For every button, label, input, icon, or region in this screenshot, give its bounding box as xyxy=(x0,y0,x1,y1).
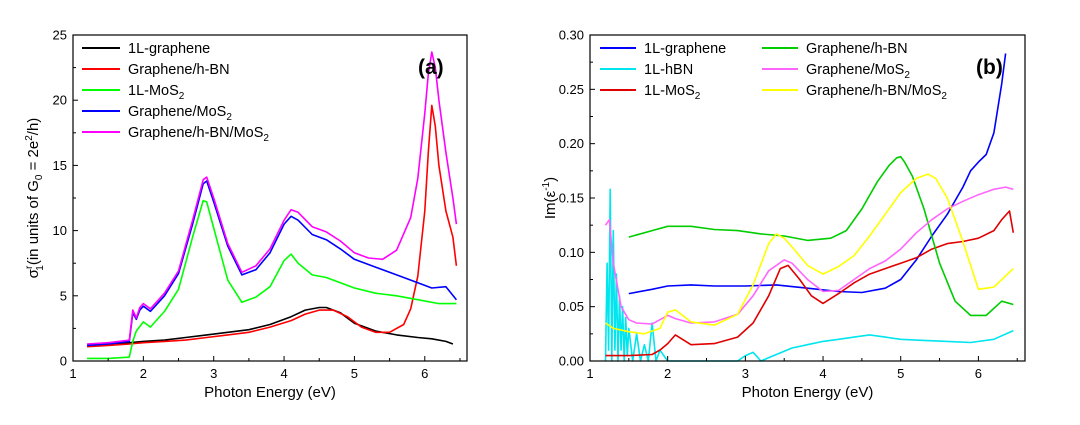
series-line-1l-hbn xyxy=(604,188,1014,362)
y-tick-label: 20 xyxy=(53,93,67,108)
x-tick-label: 6 xyxy=(975,366,982,381)
legend-item: Graphene/h-BN/MoS2 xyxy=(762,83,947,102)
legend-label: 1L-graphene xyxy=(128,41,210,57)
y-tick-label: 0.00 xyxy=(559,354,584,369)
series-line-1l-graphene xyxy=(628,53,1007,295)
x-tick-label: 2 xyxy=(664,366,671,381)
legend-item: Graphene/h-BN/MoS2 xyxy=(82,125,269,144)
y-tick-label: 0.25 xyxy=(559,82,584,97)
y-tick-label: 0.15 xyxy=(559,191,584,206)
legend-label: Graphene/h-BN/MoS2 xyxy=(806,83,947,102)
x-tick-label: 1 xyxy=(69,366,76,381)
series-line-graphene-h-bn xyxy=(628,155,1014,317)
y-tick-label: 0.30 xyxy=(559,28,584,43)
y-axis-label: σr1(in units of G0 = 2e2/h) xyxy=(24,118,46,279)
x-tick-label: 5 xyxy=(897,366,904,381)
y-tick-label: 0.10 xyxy=(559,245,584,260)
legend-item: 1L-MoS2 xyxy=(600,83,701,102)
legend-item: 1L-graphene xyxy=(82,41,210,57)
legend-label: Graphene/h-BN/MoS2 xyxy=(128,125,269,144)
legend-label: Graphene/MoS2 xyxy=(128,104,232,123)
x-tick-label: 4 xyxy=(280,366,287,381)
chart-panel-a: 1 2 3 4 5 6 0 5 10 15 20 25 Photon Energy (eV) σr1(in… xyxy=(24,28,468,401)
y-tick-label: 15 xyxy=(53,158,67,173)
series-line-graphene-h-bn-mos2 xyxy=(605,173,1014,335)
legend-label: Graphene/h-BN xyxy=(128,62,230,78)
x-tick-label: 6 xyxy=(421,366,428,381)
x-tick-label: 1 xyxy=(586,366,593,381)
y-tick-label: 5 xyxy=(60,288,67,303)
y-tick-label: 0 xyxy=(60,354,67,369)
x-axis-label: Photon Energy (eV) xyxy=(742,384,874,401)
legend-item: Graphene/h-BN xyxy=(762,41,908,57)
legend-label: Graphene/MoS2 xyxy=(806,62,910,81)
y-tick-label: 0.20 xyxy=(559,136,584,151)
legend-item: Graphene/h-BN xyxy=(82,62,230,78)
y-axis-ticks: 0.00 0.05 0.10 0.15 0.20 0.25 0.30 xyxy=(559,28,595,369)
x-axis-ticks: 1 2 3 4 5 6 xyxy=(586,356,1018,381)
legend-item: Graphene/MoS2 xyxy=(82,104,232,123)
x-tick-label: 2 xyxy=(140,366,147,381)
legend-label: Graphene/h-BN xyxy=(806,41,908,57)
series-line-1l-mos2 xyxy=(87,199,457,360)
series-group xyxy=(604,53,1015,362)
series-line-1l-graphene xyxy=(87,306,454,347)
y-axis-ticks: 0 5 10 15 20 25 xyxy=(53,28,78,369)
y-tick-label: 0.05 xyxy=(559,299,584,314)
x-tick-label: 4 xyxy=(819,366,826,381)
series-line-1l-mos2 xyxy=(605,210,1015,357)
series-line-graphene-h-bn xyxy=(87,104,458,348)
y-tick-label: 10 xyxy=(53,223,67,238)
panel-label: (a) xyxy=(418,56,444,79)
series-line-graphene-mos2 xyxy=(87,180,458,347)
y-axis-label: Im(ε-1) xyxy=(541,177,559,219)
series-line-graphene-mos2 xyxy=(604,186,1014,325)
x-tick-label: 3 xyxy=(210,366,217,381)
legend-item: 1L-hBN xyxy=(600,62,693,78)
legend-label: 1L-MoS2 xyxy=(644,83,701,102)
y-tick-label: 25 xyxy=(53,28,67,43)
legend: 1L-graphene 1L-hBN 1L-MoS2 Graphene/h-BN Gra… xyxy=(600,41,947,102)
legend-label: 1L-graphene xyxy=(644,41,726,57)
legend-item: 1L-graphene xyxy=(600,41,726,57)
legend-label: 1L-hBN xyxy=(644,62,693,78)
legend: 1L-graphene Graphene/h-BN 1L-MoS2 Graphene/… xyxy=(82,41,269,144)
legend-item: 1L-MoS2 xyxy=(82,83,185,102)
legend-label: 1L-MoS2 xyxy=(128,83,185,102)
series-group xyxy=(87,51,458,360)
panel-label: (b) xyxy=(976,56,1003,79)
x-axis-ticks: 1 2 3 4 5 6 xyxy=(69,356,461,381)
x-tick-label: 3 xyxy=(742,366,749,381)
legend-item: Graphene/MoS2 xyxy=(762,62,910,81)
x-axis-label: Photon Energy (eV) xyxy=(204,384,336,401)
x-tick-label: 5 xyxy=(351,366,358,381)
series-line-graphene-h-bn-mos2 xyxy=(87,51,458,345)
chart-panel-b: 1 2 3 4 5 6 0.00 0.05 0.10 0.15 0.20 0.25 0.30 Photon… xyxy=(541,28,1026,401)
